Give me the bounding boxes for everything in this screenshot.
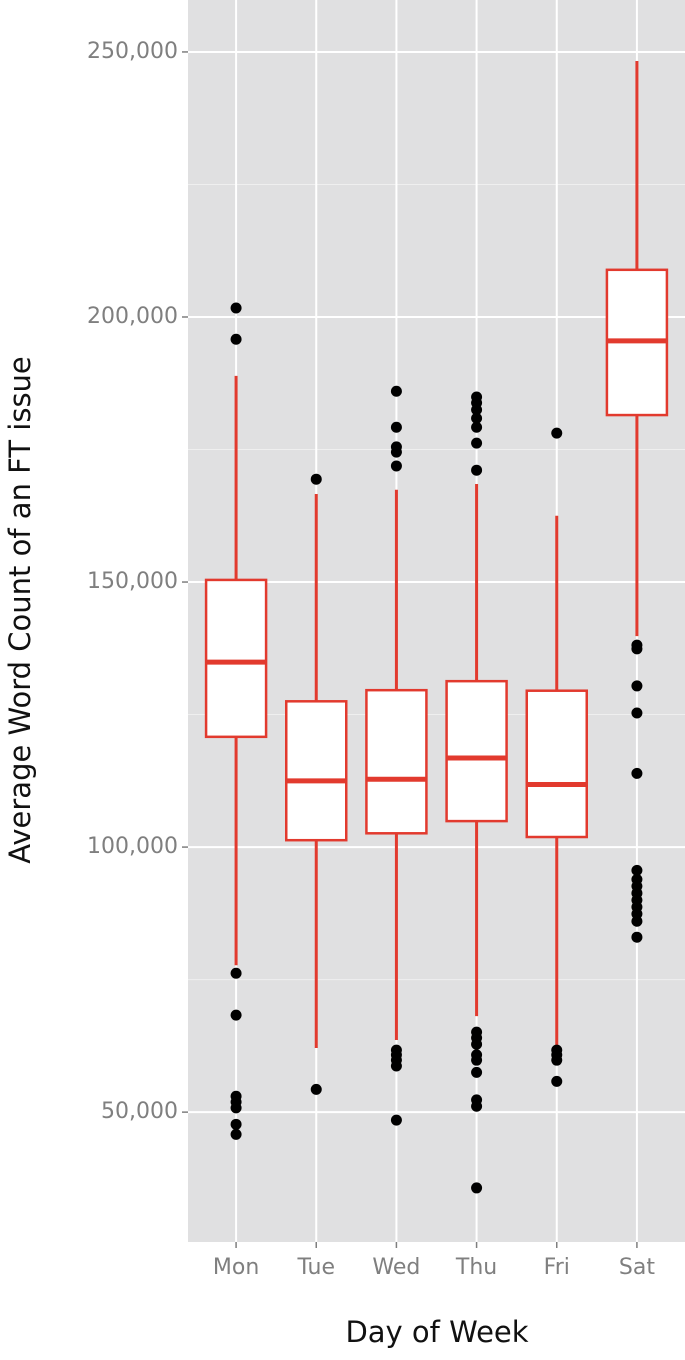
outlier xyxy=(230,967,242,979)
outlier xyxy=(551,427,563,439)
outlier xyxy=(631,680,643,692)
outlier xyxy=(551,1075,563,1087)
x-tick-label: Thu xyxy=(455,1255,497,1280)
outlier xyxy=(471,437,483,449)
outlier xyxy=(471,421,483,433)
box xyxy=(285,700,348,842)
outlier xyxy=(631,707,643,719)
outlier xyxy=(631,643,643,655)
outlier xyxy=(230,1009,242,1021)
outlier xyxy=(230,1128,242,1140)
outlier xyxy=(390,1114,402,1126)
outlier xyxy=(310,473,322,485)
outlier xyxy=(471,412,483,424)
outlier xyxy=(631,931,643,943)
y-axis-title: Average Word Count of an FT issue xyxy=(3,356,37,864)
plot-background xyxy=(188,0,685,1242)
box xyxy=(525,689,588,839)
outlier xyxy=(551,1054,563,1066)
outlier xyxy=(390,446,402,458)
x-tick-label: Wed xyxy=(372,1255,420,1280)
box xyxy=(204,578,268,739)
outlier xyxy=(631,767,643,779)
outlier xyxy=(471,464,483,476)
outlier xyxy=(230,1118,242,1130)
outlier xyxy=(471,1054,483,1066)
outlier xyxy=(390,460,402,472)
outlier xyxy=(471,404,483,416)
outlier xyxy=(471,1100,483,1112)
box xyxy=(365,688,428,835)
y-tick-label: 150,000 xyxy=(87,569,178,594)
outlier xyxy=(310,1083,322,1095)
outlier xyxy=(230,1102,242,1114)
x-axis-title: Day of Week xyxy=(345,1315,528,1349)
outlier xyxy=(471,1038,483,1050)
outlier xyxy=(390,421,402,433)
x-tick-label: Fri xyxy=(544,1255,570,1280)
outlier xyxy=(471,1182,483,1194)
outlier xyxy=(471,1066,483,1078)
y-tick-label: 100,000 xyxy=(87,834,178,859)
outlier xyxy=(390,1060,402,1072)
outlier xyxy=(230,302,242,314)
x-tick-label: Sat xyxy=(619,1255,655,1280)
x-tick-label: Mon xyxy=(213,1255,259,1280)
outlier xyxy=(390,385,402,397)
outlier xyxy=(631,915,643,927)
y-tick-label: 200,000 xyxy=(87,304,178,329)
y-tick-label: 50,000 xyxy=(101,1099,178,1124)
box xyxy=(445,679,508,823)
outlier xyxy=(631,864,643,876)
x-tick-label: Tue xyxy=(296,1255,335,1280)
outlier xyxy=(230,333,242,345)
y-tick-label: 250,000 xyxy=(87,39,178,64)
